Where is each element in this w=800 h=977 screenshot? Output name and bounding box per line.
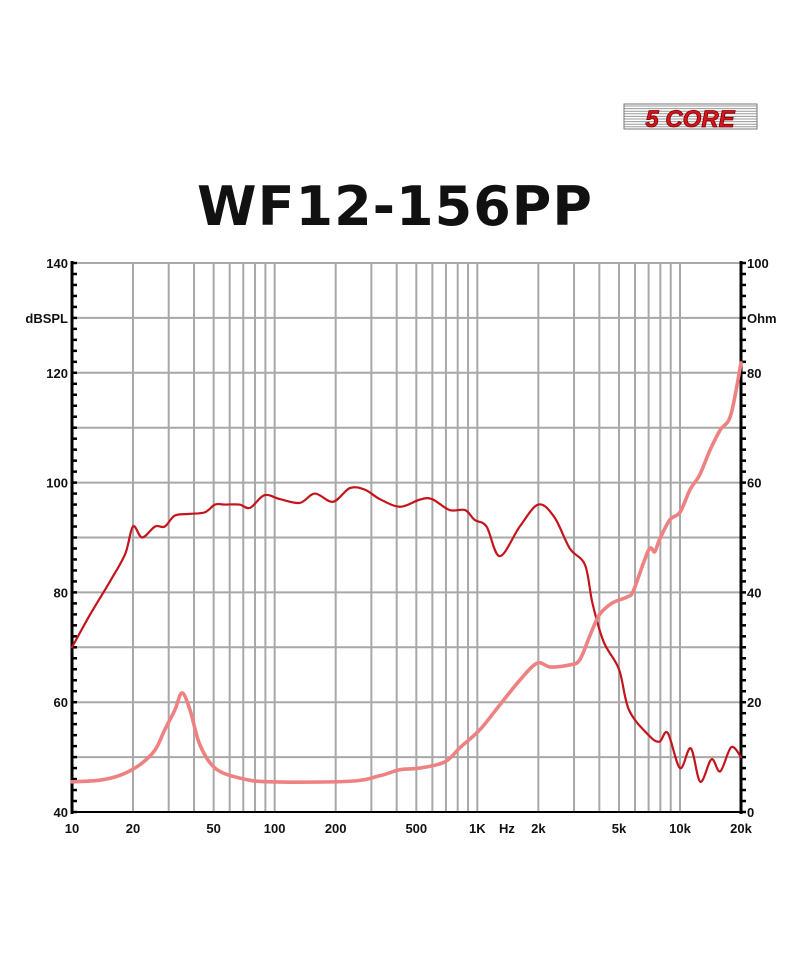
logo-text: 5 CORE	[645, 106, 735, 133]
y-left-tick-label: 140	[46, 256, 68, 271]
y-right-tick-label: 0	[747, 805, 754, 820]
y-right-tick-label: 20	[747, 695, 761, 710]
chart-title: WF12-156PP	[197, 175, 593, 238]
x-tick-label: 1K	[469, 821, 486, 836]
y-right-tick-label: 100	[747, 256, 769, 271]
series-layer	[70, 361, 743, 784]
y-left-tick-label: 120	[46, 366, 68, 381]
y-left-tick-label: 60	[54, 695, 68, 710]
x-tick-label: 20k	[730, 821, 752, 836]
y-left-tick-label: 80	[54, 585, 68, 600]
axes	[70, 261, 746, 814]
y-right-axis-title: Ohm	[747, 311, 777, 326]
y-right-tick-label: 40	[747, 585, 761, 600]
x-tick-label: 200	[325, 821, 347, 836]
x-tick-label: 500	[405, 821, 427, 836]
x-tick-label: 10	[65, 821, 79, 836]
spl-curve	[70, 486, 743, 783]
impedance-curve	[70, 361, 743, 784]
x-tick-label: 2k	[531, 821, 546, 836]
y-left-tick-label: 40	[54, 805, 68, 820]
x-tick-label: 5k	[612, 821, 627, 836]
x-tick-label: 50	[206, 821, 220, 836]
y-right-tick-label: 80	[747, 366, 761, 381]
y-right-tick-label: 60	[747, 476, 761, 491]
brand-logo: 5 CORE	[623, 103, 758, 133]
x-tick-label: 10k	[669, 821, 691, 836]
y-left-tick-label: 100	[46, 476, 68, 491]
x-tick-label: 100	[264, 821, 286, 836]
y-left-axis-title: dBSPL	[25, 311, 68, 326]
grid	[71, 262, 742, 813]
logo-border	[623, 103, 758, 130]
x-tick-label: 20	[126, 821, 140, 836]
x-axis-unit-label: Hz	[499, 821, 515, 836]
